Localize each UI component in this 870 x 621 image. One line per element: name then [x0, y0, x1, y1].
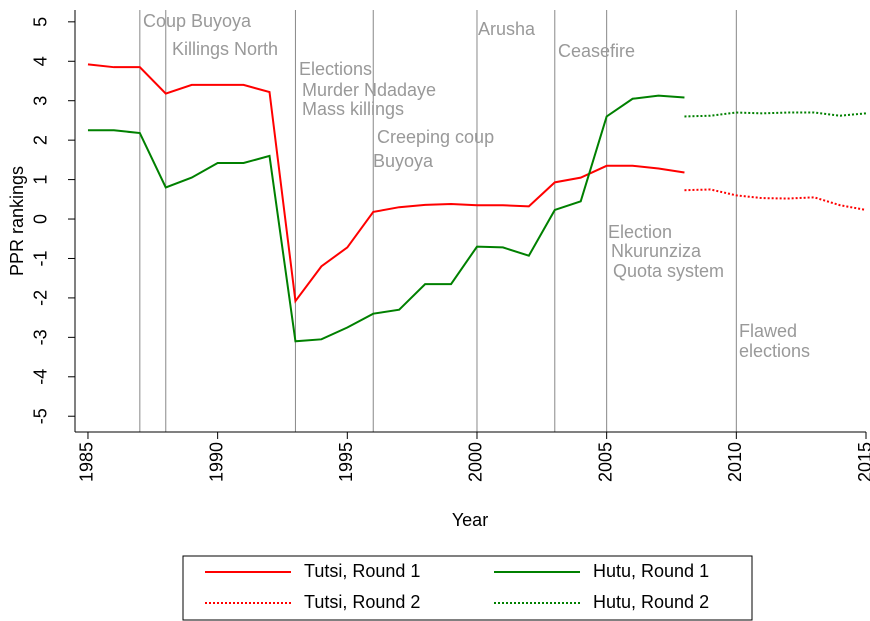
legend-box	[182, 555, 753, 621]
y-axis-label: PPR rankings	[7, 166, 27, 276]
series-line	[87, 63, 685, 304]
annotation: Mass killings	[302, 99, 404, 119]
y-tick-label: 5	[31, 17, 51, 27]
x-tick-label: 1985	[77, 442, 97, 482]
y-tick-label: 0	[31, 214, 51, 224]
annotation: Flawed	[739, 321, 797, 341]
x-tick-label: 2005	[595, 442, 615, 482]
x-tick-label: 2010	[725, 442, 745, 482]
annotation: Nkurunziza	[611, 241, 702, 261]
annotation: Killings North	[172, 39, 278, 59]
y-tick-label: 2	[31, 135, 51, 145]
annotation: Quota system	[613, 261, 724, 281]
legend-label: Tutsi, Round 2	[304, 592, 420, 612]
x-tick-label: 1995	[336, 442, 356, 482]
y-tick-label: 1	[31, 175, 51, 185]
annotation: Creeping coup	[377, 127, 494, 147]
series-line	[684, 188, 867, 211]
annotation: Ceasefire	[558, 41, 635, 61]
x-tick-label: 2000	[466, 442, 486, 482]
y-tick-label: -5	[31, 408, 51, 424]
annotation: Coup Buyoya	[143, 11, 252, 31]
annotation: Elections	[299, 59, 372, 79]
x-tick-label: 2015	[855, 442, 870, 482]
y-tick-label: -2	[31, 290, 51, 306]
x-tick-label: 1990	[206, 442, 226, 482]
legend-label: Hutu, Round 2	[593, 592, 709, 612]
series-line	[87, 94, 685, 343]
annotation: Buyoya	[373, 151, 434, 171]
annotation: elections	[739, 341, 810, 361]
legend-label: Tutsi, Round 1	[304, 561, 420, 581]
y-tick-label: -4	[31, 369, 51, 385]
legend-label: Hutu, Round 1	[593, 561, 709, 581]
annotation: Election	[608, 222, 672, 242]
annotation: Arusha	[478, 19, 536, 39]
y-tick-label: -1	[31, 250, 51, 266]
y-tick-label: -3	[31, 329, 51, 345]
y-tick-label: 4	[31, 56, 51, 66]
x-axis-label: Year	[452, 510, 488, 530]
y-tick-label: 3	[31, 96, 51, 106]
annotation: Murder Ndadaye	[302, 80, 436, 100]
series-line	[684, 111, 867, 118]
